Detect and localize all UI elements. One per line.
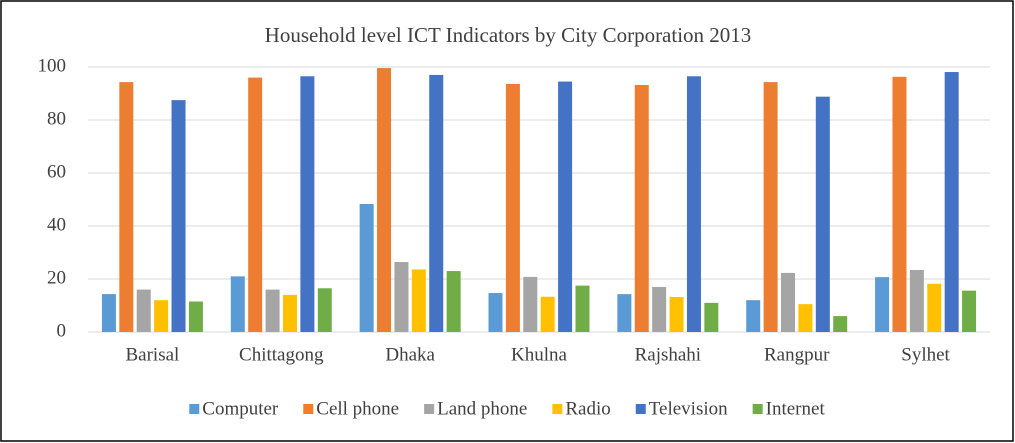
y-tick-label: 20	[47, 267, 66, 288]
x-tick-label: Khulna	[511, 344, 568, 365]
bar	[763, 82, 778, 332]
bar	[558, 81, 573, 332]
bar	[686, 76, 701, 333]
legend-swatch	[635, 404, 646, 414]
legend-swatch	[189, 404, 200, 414]
bar	[248, 77, 263, 332]
bar	[377, 68, 392, 332]
bar	[282, 294, 297, 332]
bar	[119, 82, 134, 332]
bar	[411, 269, 426, 332]
bar	[446, 271, 461, 332]
bar	[488, 293, 503, 332]
bar	[746, 300, 761, 332]
bar	[429, 74, 444, 332]
bar	[781, 272, 796, 332]
bar	[359, 204, 374, 332]
bar	[962, 290, 977, 332]
y-tick-label: 60	[47, 161, 66, 182]
bar	[101, 294, 116, 332]
legend-label: Radio	[565, 398, 610, 419]
bar	[317, 288, 332, 332]
legend-label: Cell phone	[316, 398, 399, 419]
bar	[265, 289, 280, 332]
legend-swatch	[552, 404, 563, 414]
bar	[634, 85, 649, 333]
x-tick-label: Dhaka	[385, 344, 435, 365]
bar	[230, 276, 245, 332]
legend-label: Internet	[766, 398, 826, 419]
x-tick-label: Sylhet	[901, 344, 950, 365]
bar	[171, 100, 186, 332]
bar	[523, 276, 538, 332]
bar	[927, 283, 942, 332]
x-tick-label: Rangpur	[764, 344, 830, 365]
x-tick-label: Chittagong	[239, 344, 324, 365]
bar	[394, 262, 409, 332]
chart-title: Household level ICT Indicators by City C…	[265, 23, 752, 47]
bar	[669, 297, 684, 332]
legend-swatch	[303, 404, 314, 414]
bar	[505, 83, 520, 333]
bar	[944, 72, 959, 332]
bar	[833, 316, 848, 332]
bar	[704, 302, 719, 332]
y-tick-label: 40	[47, 214, 66, 235]
y-tick-label: 100	[38, 55, 67, 76]
bar	[652, 286, 667, 332]
x-tick-label: Barisal	[126, 344, 180, 365]
bar	[815, 96, 830, 333]
legend-swatch	[424, 404, 435, 414]
y-tick-label: 80	[47, 108, 66, 129]
bar	[575, 285, 590, 332]
bar	[188, 301, 203, 332]
bar	[875, 277, 890, 332]
legend-swatch	[752, 404, 763, 414]
legend-label: Television	[649, 398, 728, 419]
x-tick-label: Rajshahi	[635, 344, 702, 365]
bar	[540, 296, 555, 332]
bar	[798, 304, 813, 332]
y-tick-label: 0	[57, 320, 67, 341]
bar	[617, 294, 632, 332]
bar	[300, 76, 315, 333]
bar	[892, 76, 907, 333]
bar	[909, 269, 924, 332]
legend-label: Land phone	[437, 398, 527, 419]
legend-label: Computer	[202, 398, 279, 419]
bar	[136, 289, 151, 332]
bar	[154, 300, 169, 332]
